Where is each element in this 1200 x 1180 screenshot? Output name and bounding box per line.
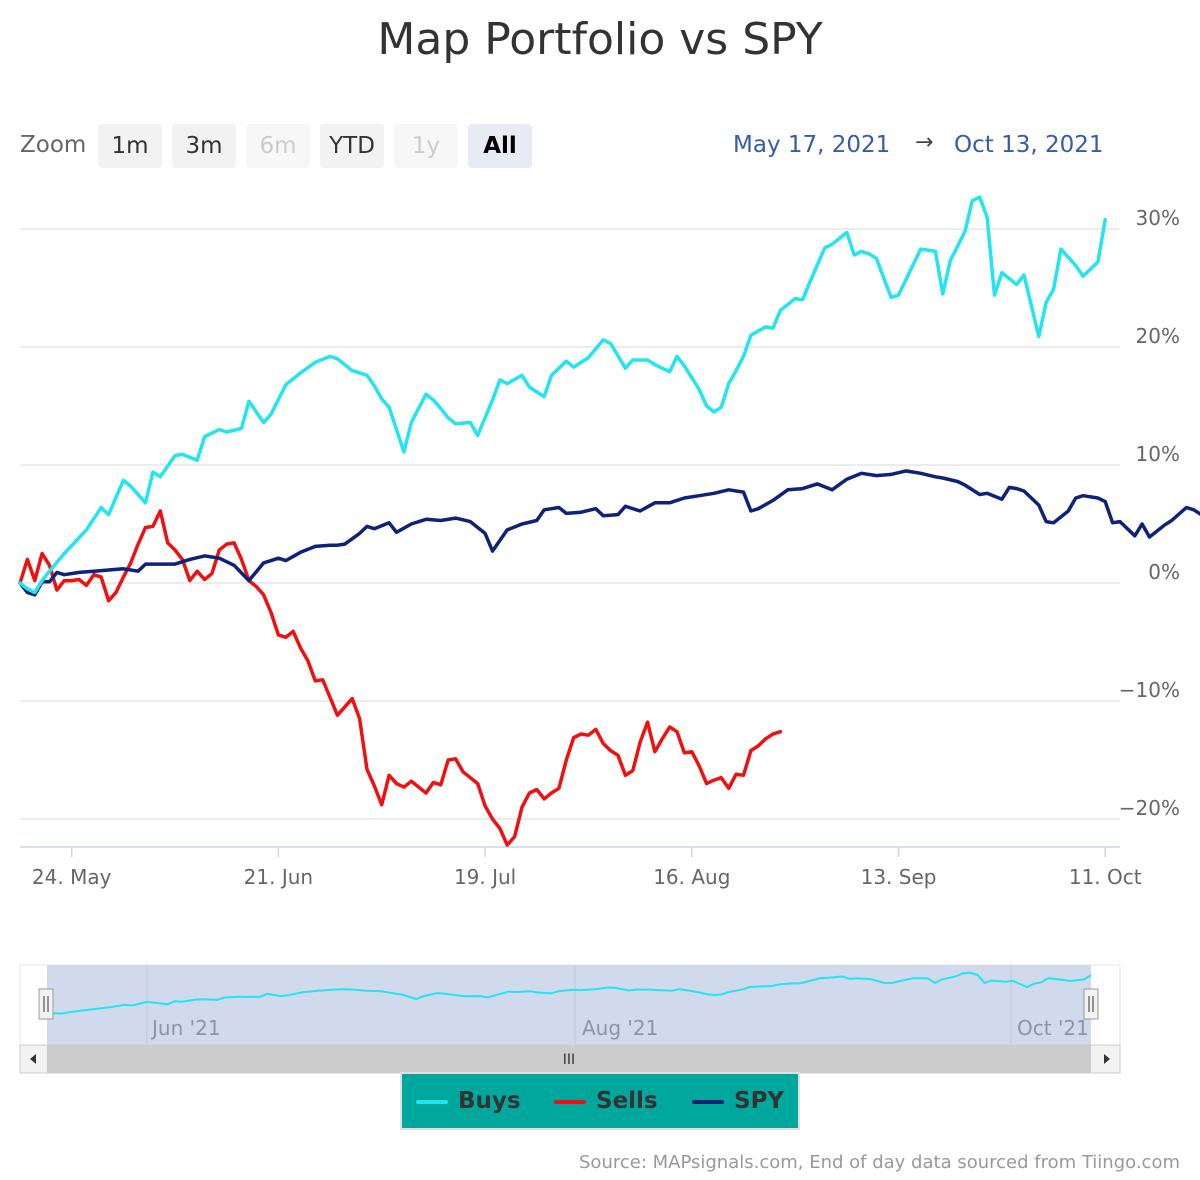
navigator-label: Oct '21 [1017,1016,1089,1040]
legend-item-buys[interactable]: Buys [416,1074,521,1128]
zoom-all-button[interactable]: All [468,124,532,168]
scroll-right-arrow-icon[interactable] [1104,1054,1110,1064]
y-tick-label: 10% [1136,442,1180,466]
x-tick-label: 16. Aug [653,865,730,889]
y-tick-label: 30% [1136,206,1180,230]
spy-swatch-icon [692,1099,724,1104]
x-tick-label: 13. Sep [861,865,937,889]
navigator-label: Aug '21 [582,1016,658,1040]
scrollbar[interactable]: III [19,1044,1121,1074]
zoom-6m-button: 6m [246,124,310,168]
scroll-left-arrow-icon[interactable] [30,1054,36,1064]
legend-label: SPY [734,1088,785,1114]
zoom-3m-button[interactable]: 3m [172,124,236,168]
y-tick-label: 0% [1148,560,1180,584]
navigator-label: Jun '21 [150,1016,221,1040]
navigator-left-handle[interactable] [38,988,54,1020]
legend-item-sells[interactable]: Sells [554,1074,658,1128]
source-credit: Source: MAPsignals.com, End of day data … [579,1152,1180,1173]
range-to-input[interactable]: Oct 13, 2021 [954,132,1104,158]
scrollbar-thumb[interactable] [47,1045,1091,1073]
legend-item-spy[interactable]: SPY [692,1074,784,1128]
range-arrow: → [915,130,934,155]
y-tick-label: −10% [1119,678,1180,702]
zoom-label: Zoom [20,132,87,158]
navigator[interactable]: Jun '21 Aug '21 Oct '21 [19,964,1121,1046]
buys-swatch-icon [416,1099,448,1104]
scrollbar-grip: III [563,1052,575,1068]
legend: Buys Sells SPY [400,1072,800,1130]
range-from-input[interactable]: May 17, 2021 [733,132,891,158]
series-line-sells[interactable] [18,509,783,847]
series-lines [18,195,1200,847]
legend-label: Buys [458,1088,521,1114]
legend-label: Sells [596,1088,658,1114]
y-tick-label: −20% [1119,796,1180,820]
chart-title: Map Portfolio vs SPY [377,14,823,65]
navigator-right-handle[interactable] [1083,988,1099,1020]
zoom-ytd-button[interactable]: YTD [320,124,384,168]
y-gridlines [20,228,1120,820]
y-axis-labels: 30% 20% 10% 0% −10% −20% [1119,206,1180,820]
navigator-series-line [46,971,1092,1015]
series-line-spy[interactable] [18,469,1200,597]
x-tick-label: 11. Oct [1069,865,1142,889]
x-tick-label: 24. May [32,865,112,889]
zoom-1m-button[interactable]: 1m [98,124,162,168]
x-tick-label: 21. Jun [244,865,313,889]
x-axis-labels: 24. May 21. Jun 19. Jul 16. Aug 13. Sep 11. O… [32,847,1142,889]
sells-swatch-icon [554,1099,586,1104]
x-tick-label: 19. Jul [454,865,516,889]
series-line-buys[interactable] [18,195,1107,595]
y-tick-label: 20% [1136,324,1180,348]
zoom-1y-button: 1y [394,124,458,168]
